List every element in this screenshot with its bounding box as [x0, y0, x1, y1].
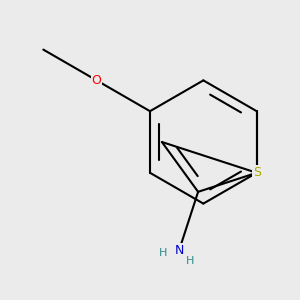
Text: N: N [174, 244, 184, 257]
Text: H: H [159, 248, 168, 258]
Text: O: O [92, 74, 102, 87]
Text: H: H [186, 256, 194, 266]
Text: S: S [253, 166, 261, 179]
